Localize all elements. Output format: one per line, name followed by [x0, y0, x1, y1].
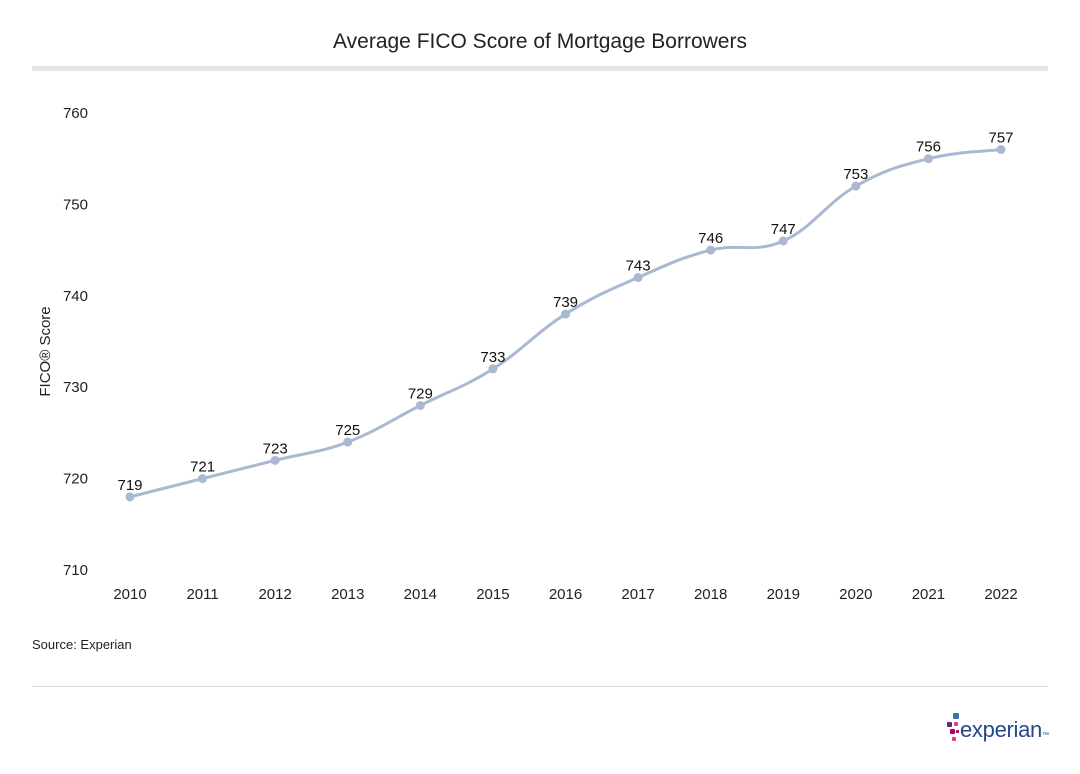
x-tick-label: 2019 — [767, 586, 800, 603]
y-tick-label: 710 — [63, 562, 88, 579]
data-label: 746 — [698, 230, 723, 247]
data-label: 757 — [988, 130, 1013, 147]
data-label: 723 — [263, 440, 288, 457]
x-tick-label: 2016 — [549, 586, 582, 603]
data-label: 719 — [117, 477, 142, 494]
y-tick-label: 740 — [63, 288, 88, 305]
line-chart: FICO® Score 710 720 730 740 750 760 2010 2011 201… — [37, 105, 1018, 603]
x-tick-label: 2018 — [694, 586, 727, 603]
y-tick-label: 720 — [63, 471, 88, 488]
chart-title: Average FICO Score of Mortgage Borrowers — [333, 30, 747, 53]
data-label: 729 — [408, 385, 433, 402]
x-tick-label: 2020 — [839, 586, 872, 603]
data-point — [125, 492, 135, 502]
x-tick-label: 2017 — [621, 586, 654, 603]
data-point — [923, 154, 933, 164]
data-point — [706, 245, 716, 255]
series-line — [128, 148, 1003, 499]
x-tick-label: 2010 — [113, 586, 146, 603]
data-point — [561, 309, 570, 319]
x-tick-label: 2014 — [404, 586, 437, 603]
x-tick-label: 2022 — [984, 586, 1017, 603]
data-point — [415, 400, 425, 410]
data-label: 721 — [190, 459, 215, 476]
y-tick-label: 750 — [63, 196, 88, 213]
data-label: 747 — [771, 221, 796, 238]
data-label: 756 — [916, 139, 941, 156]
data-point — [488, 364, 498, 374]
data-point — [270, 455, 280, 465]
y-tick-label: 760 — [63, 105, 88, 122]
data-point — [198, 474, 208, 484]
data-label: 725 — [335, 422, 360, 439]
x-tick-label: 2015 — [476, 586, 509, 603]
experian-logo: experian™ — [946, 713, 1056, 747]
data-point — [996, 145, 1006, 155]
x-tick-label: 2012 — [258, 586, 291, 603]
y-axis-title: FICO® Score — [37, 306, 54, 396]
data-point — [851, 181, 861, 191]
data-point — [343, 437, 353, 447]
data-label: 739 — [553, 294, 578, 311]
experian-wordmark: experian™ — [960, 717, 1049, 742]
x-tick-label: 2013 — [331, 586, 364, 603]
experian-logo-icon — [947, 713, 959, 741]
x-tick-label: 2021 — [912, 586, 945, 603]
footer-divider — [32, 686, 1048, 687]
y-tick-label: 730 — [63, 379, 88, 396]
data-label: 743 — [626, 258, 651, 275]
data-point — [778, 236, 788, 246]
title-divider — [32, 66, 1048, 71]
x-tick-label: 2011 — [186, 586, 218, 603]
data-label: 753 — [843, 166, 868, 183]
data-label: 733 — [480, 349, 505, 366]
source-note: Source: Experian — [32, 637, 132, 652]
data-point — [633, 273, 643, 283]
